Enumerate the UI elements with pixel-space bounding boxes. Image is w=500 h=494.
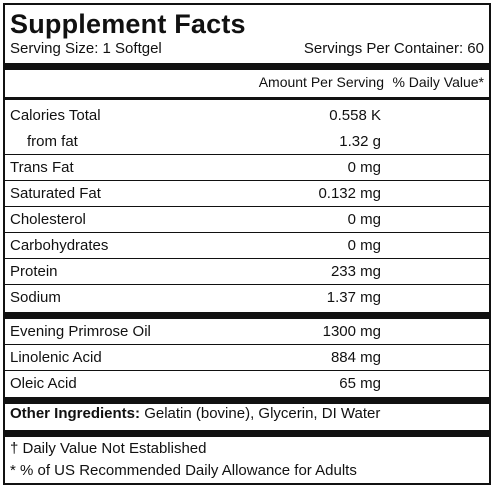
nutrient-row: Calories Total 0.558 K [5,103,489,129]
divider-thin [5,258,489,259]
nutrient-label: Sodium [10,289,61,306]
nutrient-row: Saturated Fat 0.132 mg [5,181,489,207]
divider-thick [5,397,489,404]
nutrient-label: Saturated Fat [10,185,101,202]
divider-thin [5,154,489,155]
other-ingredients: Other Ingredients: Gelatin (bovine), Gly… [10,403,380,425]
nutrient-row: Protein 233 mg [5,259,489,285]
nutrient-row: Carbohydrates 0 mg [5,233,489,259]
divider-thin [5,180,489,181]
nutrient-amount: 0 mg [347,237,381,254]
divider-thick [5,312,489,319]
nutrient-label: Trans Fat [10,159,74,176]
ingredient-row: Evening Primrose Oil 1300 mg [5,319,489,345]
nutrient-row: Sodium 1.37 mg [5,285,489,311]
nutrient-amount: 0.558 K [329,107,381,124]
divider-medium [5,97,489,100]
footnote-asterisk: * % of US Recommended Daily Allowance fo… [10,462,357,479]
divider-thin [5,206,489,207]
divider-thick [5,430,489,437]
divider-thin [5,370,489,371]
ingredient-amount: 884 mg [330,349,381,366]
nutrient-label: Protein [10,263,58,280]
ingredient-row: Linolenic Acid 884 mg [5,345,489,371]
other-ingredients-label: Other Ingredients: [10,405,141,422]
ingredient-amount: 1300 mg [322,323,381,340]
divider-thin [5,232,489,233]
serving-info: Serving Size: 1 Softgel Servings Per Con… [10,38,484,60]
amount-header: Amount Per Serving [258,74,384,90]
nutrient-amount: 233 mg [330,263,381,280]
ingredient-amount: 65 mg [339,375,381,392]
footnote-dagger: † Daily Value Not Established [10,440,207,457]
panel-title: Supplement Facts [10,9,246,39]
ingredient-label: Linolenic Acid [10,349,102,366]
ingredient-row: Oleic Acid 65 mg [5,371,489,397]
ingredient-label: Evening Primrose Oil [10,323,151,340]
nutrient-amount: 0 mg [347,211,381,228]
nutrient-label: Carbohydrates [10,237,109,254]
nutrient-row: Trans Fat 0 mg [5,155,489,181]
nutrient-label: Calories Total [10,107,101,124]
ingredient-label: Oleic Acid [10,375,77,392]
divider-thick [5,63,489,70]
nutrient-amount: 0.132 mg [318,185,381,202]
nutrient-amount: 0 mg [347,159,381,176]
nutrient-amount: 1.37 mg [326,289,381,306]
nutrient-label: Cholesterol [10,211,86,228]
divider-thin [5,284,489,285]
nutrient-label: from fat [27,133,78,150]
nutrient-row: Cholesterol 0 mg [5,207,489,233]
nutrient-amount: 1.32 g [339,133,381,150]
divider-thin [5,344,489,345]
column-header: Amount Per Serving % Daily Value* [5,70,489,94]
supplement-facts-panel: Supplement Facts Serving Size: 1 Softgel… [3,3,491,485]
serving-size: Serving Size: 1 Softgel [10,40,162,57]
other-ingredients-value: Gelatin (bovine), Glycerin, DI Water [144,405,381,422]
daily-value-header: % Daily Value* [392,74,484,90]
servings-per-container: Servings Per Container: 60 [303,40,484,57]
nutrient-row: from fat 1.32 g [5,129,489,155]
